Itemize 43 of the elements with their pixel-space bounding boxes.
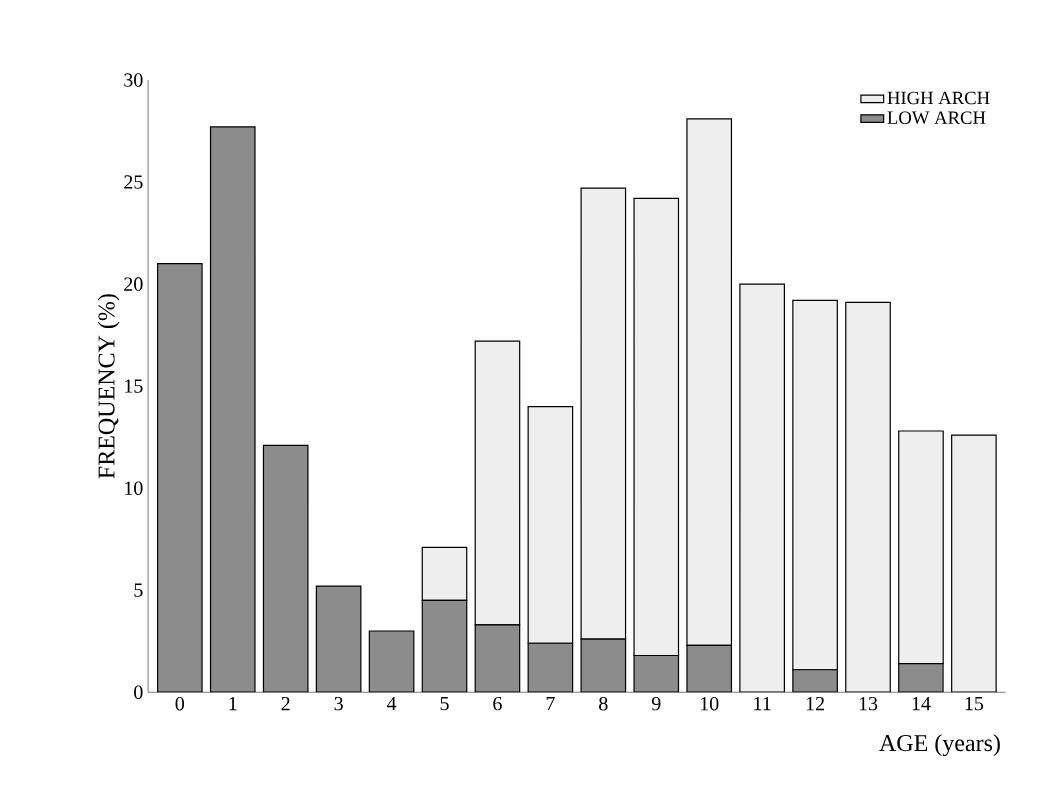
x-axis-title: AGE (years) [879,734,1000,756]
y-tick-label: 25 [124,175,143,189]
y-tick-label: 30 [124,73,143,87]
bar [156,262,203,693]
bar [474,340,521,626]
x-tick-label: 4 [386,696,397,710]
legend-label: HIGH ARCH [887,91,990,105]
bar [686,118,733,646]
bar [951,434,997,693]
bar [792,299,838,671]
x-tick-label: 8 [599,696,608,711]
x-tick-label: 15 [965,696,984,711]
bar [209,126,256,693]
x-tick-label: 3 [334,696,343,711]
x-tick-label: 14 [912,696,931,711]
y-tick-label: 0 [134,685,143,699]
x-tick-label: 5 [440,696,449,711]
bar [845,301,891,693]
y-axis-title: FREQUENCY (%) [97,294,120,479]
y-tick-label: 15 [125,379,143,393]
x-tick-label: 13 [859,696,878,711]
bar [527,405,574,644]
bar [315,585,362,693]
bar [262,444,309,693]
bar [580,187,627,640]
x-tick-label: 9 [651,696,661,711]
bar [421,546,468,601]
legend-label: LOW ARCH [887,111,986,124]
x-tick-label: 1 [229,696,237,711]
y-tick-label: 10 [125,481,143,495]
y-tick-label: 20 [124,277,143,291]
bar [739,283,785,693]
bar [368,630,415,693]
x-tick-label: 6 [493,696,502,711]
x-tick-label: 2 [281,696,290,711]
x-tick-label: 10 [700,696,719,711]
x-tick-label: 0 [175,696,185,711]
x-tick-label: 12 [806,696,824,711]
x-tick-label: 11 [754,696,771,711]
bar [898,430,944,665]
x-tick-label: 7 [546,696,555,710]
bar [633,197,680,656]
y-tick-label: 5 [134,583,143,597]
